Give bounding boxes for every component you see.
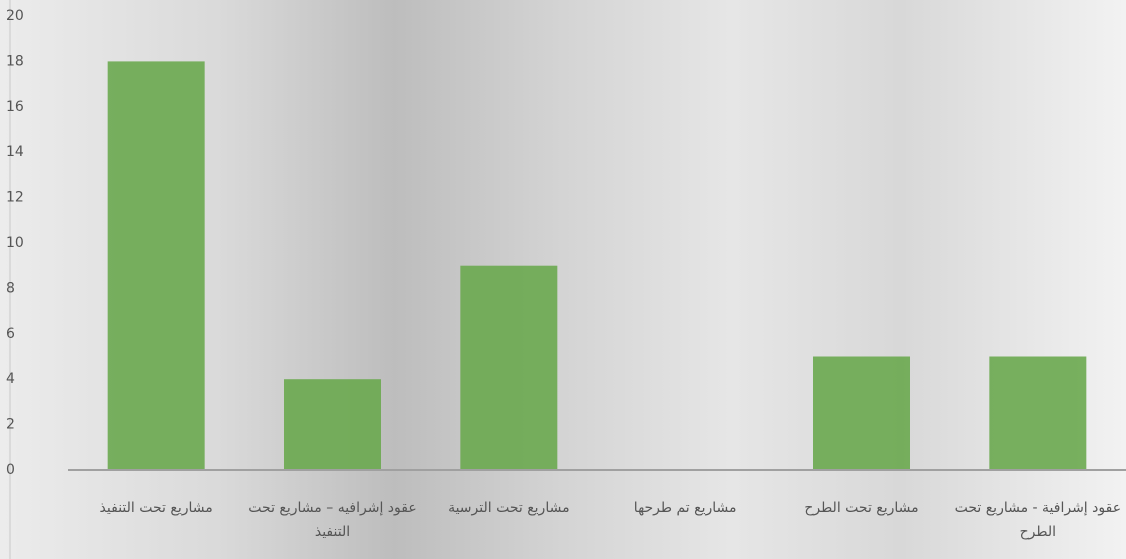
y-tick-label: 8 (6, 280, 15, 296)
x-tick-label: مشاريع تم طرحها (633, 500, 737, 516)
y-tick-label: 2 (6, 417, 15, 433)
y-tick-label: 14 (6, 144, 24, 160)
y-tick-label: 12 (6, 190, 24, 206)
y-tick-label: 18 (6, 53, 24, 69)
y-tick-label: 6 (6, 326, 15, 342)
bar (989, 356, 1087, 470)
x-tick-label: مشاريع تحت الطرح (804, 500, 919, 516)
y-tick-label: 16 (6, 99, 24, 115)
bar (813, 356, 910, 470)
bar (460, 265, 558, 470)
y-tick-label: 4 (6, 371, 15, 387)
x-tick-label: عقود إشرافيه – مشاريع تحت التنفيذ (248, 500, 417, 540)
bar (107, 61, 205, 471)
x-tick-label: مشاريع تحت التنفيذ (99, 500, 213, 516)
y-tick-label: 20 (6, 8, 24, 24)
bar (284, 379, 381, 470)
y-tick-label: 10 (6, 235, 24, 251)
y-tick-label: 0 (6, 462, 15, 478)
x-tick-label: عقود إشرافية - مشاريع تحت الطرح (954, 500, 1122, 540)
x-tick-label: مشاريع تحت الترسية (448, 500, 570, 516)
